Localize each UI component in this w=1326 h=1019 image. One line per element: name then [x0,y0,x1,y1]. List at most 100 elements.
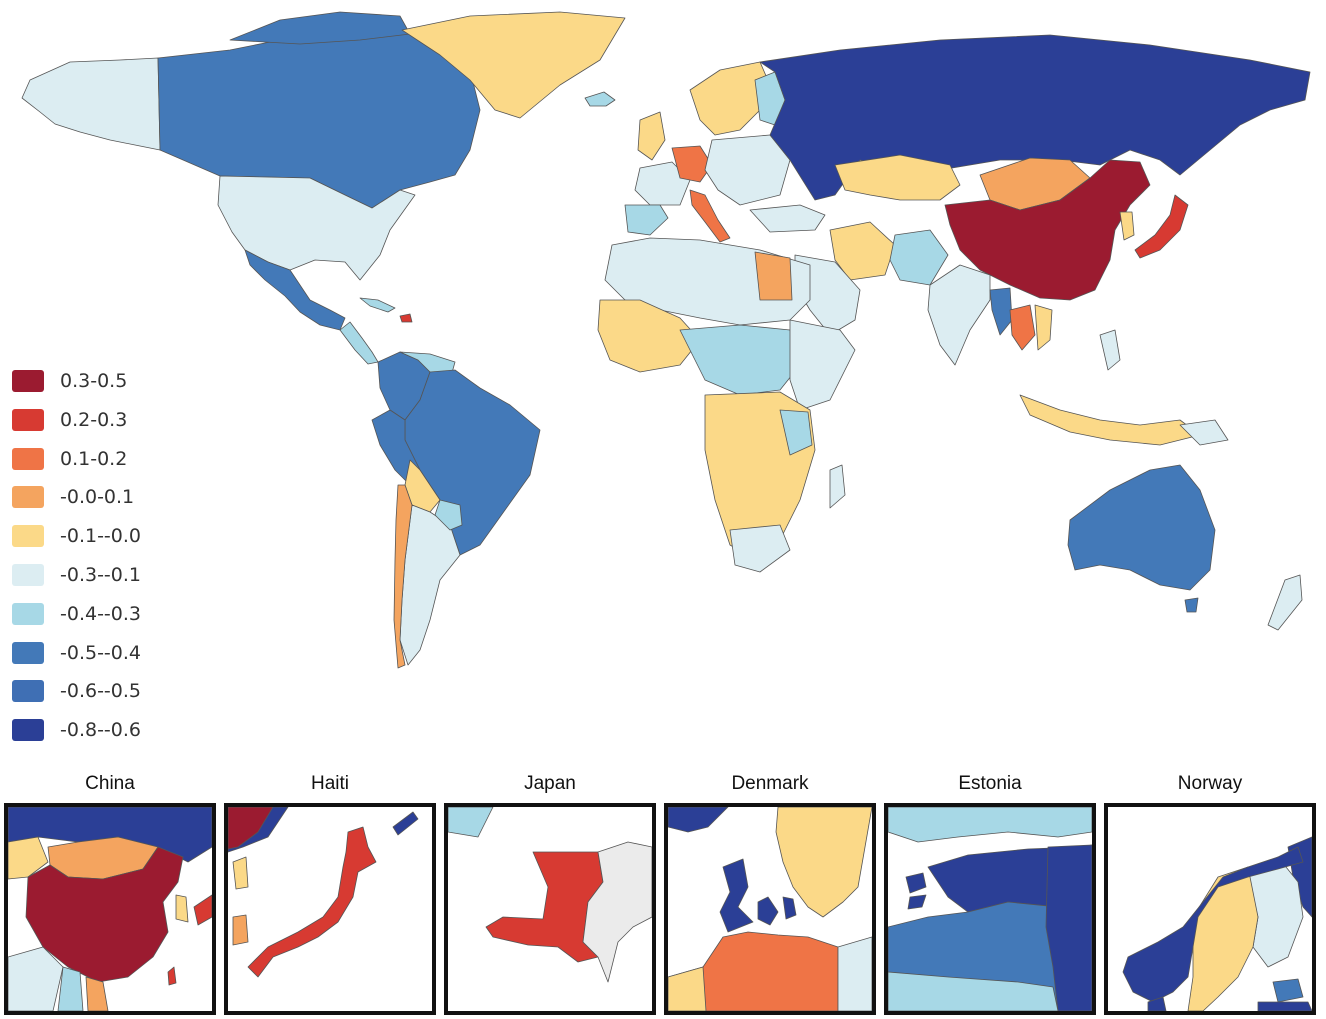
region-china [25,846,184,983]
region-canada [157,25,481,209]
region-cuba [359,297,396,313]
inset-estonia-map [888,807,1092,1011]
region-denmark-islands [757,896,779,926]
region-thailand [1009,304,1036,351]
inset-frame [884,803,1096,1015]
region-turkey [749,204,826,233]
region-australia [1067,464,1216,591]
legend-swatch [12,680,44,703]
region-west-africa [597,299,701,373]
legend-swatch [12,602,44,625]
legend-label: -0.8--0.6 [60,719,142,742]
region-new-zealand [1267,574,1303,631]
inset-denmark-map [668,807,872,1011]
region-mexico [244,249,346,331]
region-myanmar [989,287,1013,336]
region-eastern-europe [704,134,791,206]
legend-swatch [12,719,44,742]
inset-title: Norway [1177,773,1243,794]
legend-item: 0.2-0.3 [12,405,212,444]
legend-item: -0.6--0.5 [12,676,212,715]
region-denmark [719,858,754,933]
region-iran [829,221,896,281]
region-italy [689,189,731,243]
region-dominican-republic [582,841,652,983]
inset-frame [224,803,436,1015]
region-lithuania [888,971,1059,1011]
map-legend: 0.3-0.5 0.2-0.3 0.1-0.2 -0.0-0.1 -0.1--0… [12,366,212,754]
region-finland [888,807,1092,843]
inset-frame [444,803,656,1015]
region-png [1179,419,1229,446]
region-japan [193,894,212,926]
region-tanzania [779,409,813,456]
inset-title: Denmark [731,773,809,794]
region-korea [232,856,249,890]
region-france [634,161,691,206]
region-tasmania [1184,597,1199,613]
inset-denmark: Denmark [664,770,876,1015]
inset-title: Estonia [958,773,1022,794]
inset-title: Haiti [310,773,349,794]
region-korea [1119,211,1135,241]
legend-swatch [12,447,44,470]
region-germany [671,145,713,183]
inset-japan: Japan [444,770,656,1015]
legend-label: 0.1-0.2 [60,447,128,470]
region-indonesia [1019,394,1201,446]
inset-frame [664,803,876,1015]
region-estonia-island-2 [907,894,927,910]
legend-swatch [12,641,44,664]
inset-japan-map [448,807,652,983]
legend-item: -0.0-0.1 [12,482,212,521]
inset-norway-map [1122,836,1312,1011]
inset-norway: Norway [1104,770,1316,1015]
region-norway [668,807,729,833]
region-uk [637,111,666,161]
region-china [228,807,274,850]
legend-label: -0.0-0.1 [60,486,135,509]
region-myanmar [57,966,84,1011]
region-netherlands [668,966,707,1011]
region-estonia [1272,978,1304,1003]
region-philippines [1099,329,1121,371]
legend-label: 0.2-0.3 [60,408,128,431]
region-canada-islands [229,11,411,45]
inset-haiti-map [228,807,419,978]
region-iberia [624,204,669,236]
legend-item: -0.4--0.3 [12,599,212,638]
legend-item: -0.3--0.1 [12,560,212,599]
legend-swatch [12,408,44,431]
region-chile [393,484,413,669]
region-cuba [448,807,494,838]
legend-label: 0.3-0.5 [60,370,128,392]
inset-frame [1104,803,1316,1015]
legend-label: -0.6--0.5 [60,680,142,703]
region-haiti [399,313,413,323]
region-central-africa [679,324,801,396]
legend-label: -0.3--0.1 [60,563,142,586]
legend-swatch [12,563,44,586]
inset-frame [4,803,216,1015]
region-thailand [85,976,109,1011]
region-afghanistan-pakistan [889,229,949,286]
region-china [944,159,1151,301]
inset-title: Japan [524,773,576,794]
region-taiwan [167,966,177,986]
region-denmark-island-2 [782,896,797,920]
legend-swatch [12,525,44,548]
region-latvia [1257,1001,1312,1011]
region-estonia-island [905,872,927,894]
legend-item: -0.8--0.6 [12,715,212,754]
legend-item: 0.3-0.5 [12,366,212,405]
legend-swatch [12,486,44,509]
inset-haiti: Haiti [224,770,436,1015]
region-east-africa [789,319,856,411]
region-central-america [339,321,379,365]
region-russia [1045,844,1092,1011]
region-alaska [21,57,161,151]
region-japan [247,826,377,978]
region-paraguay [434,499,463,531]
region-kazakhstan [8,836,49,880]
legend-item: -0.1--0.0 [12,521,212,560]
